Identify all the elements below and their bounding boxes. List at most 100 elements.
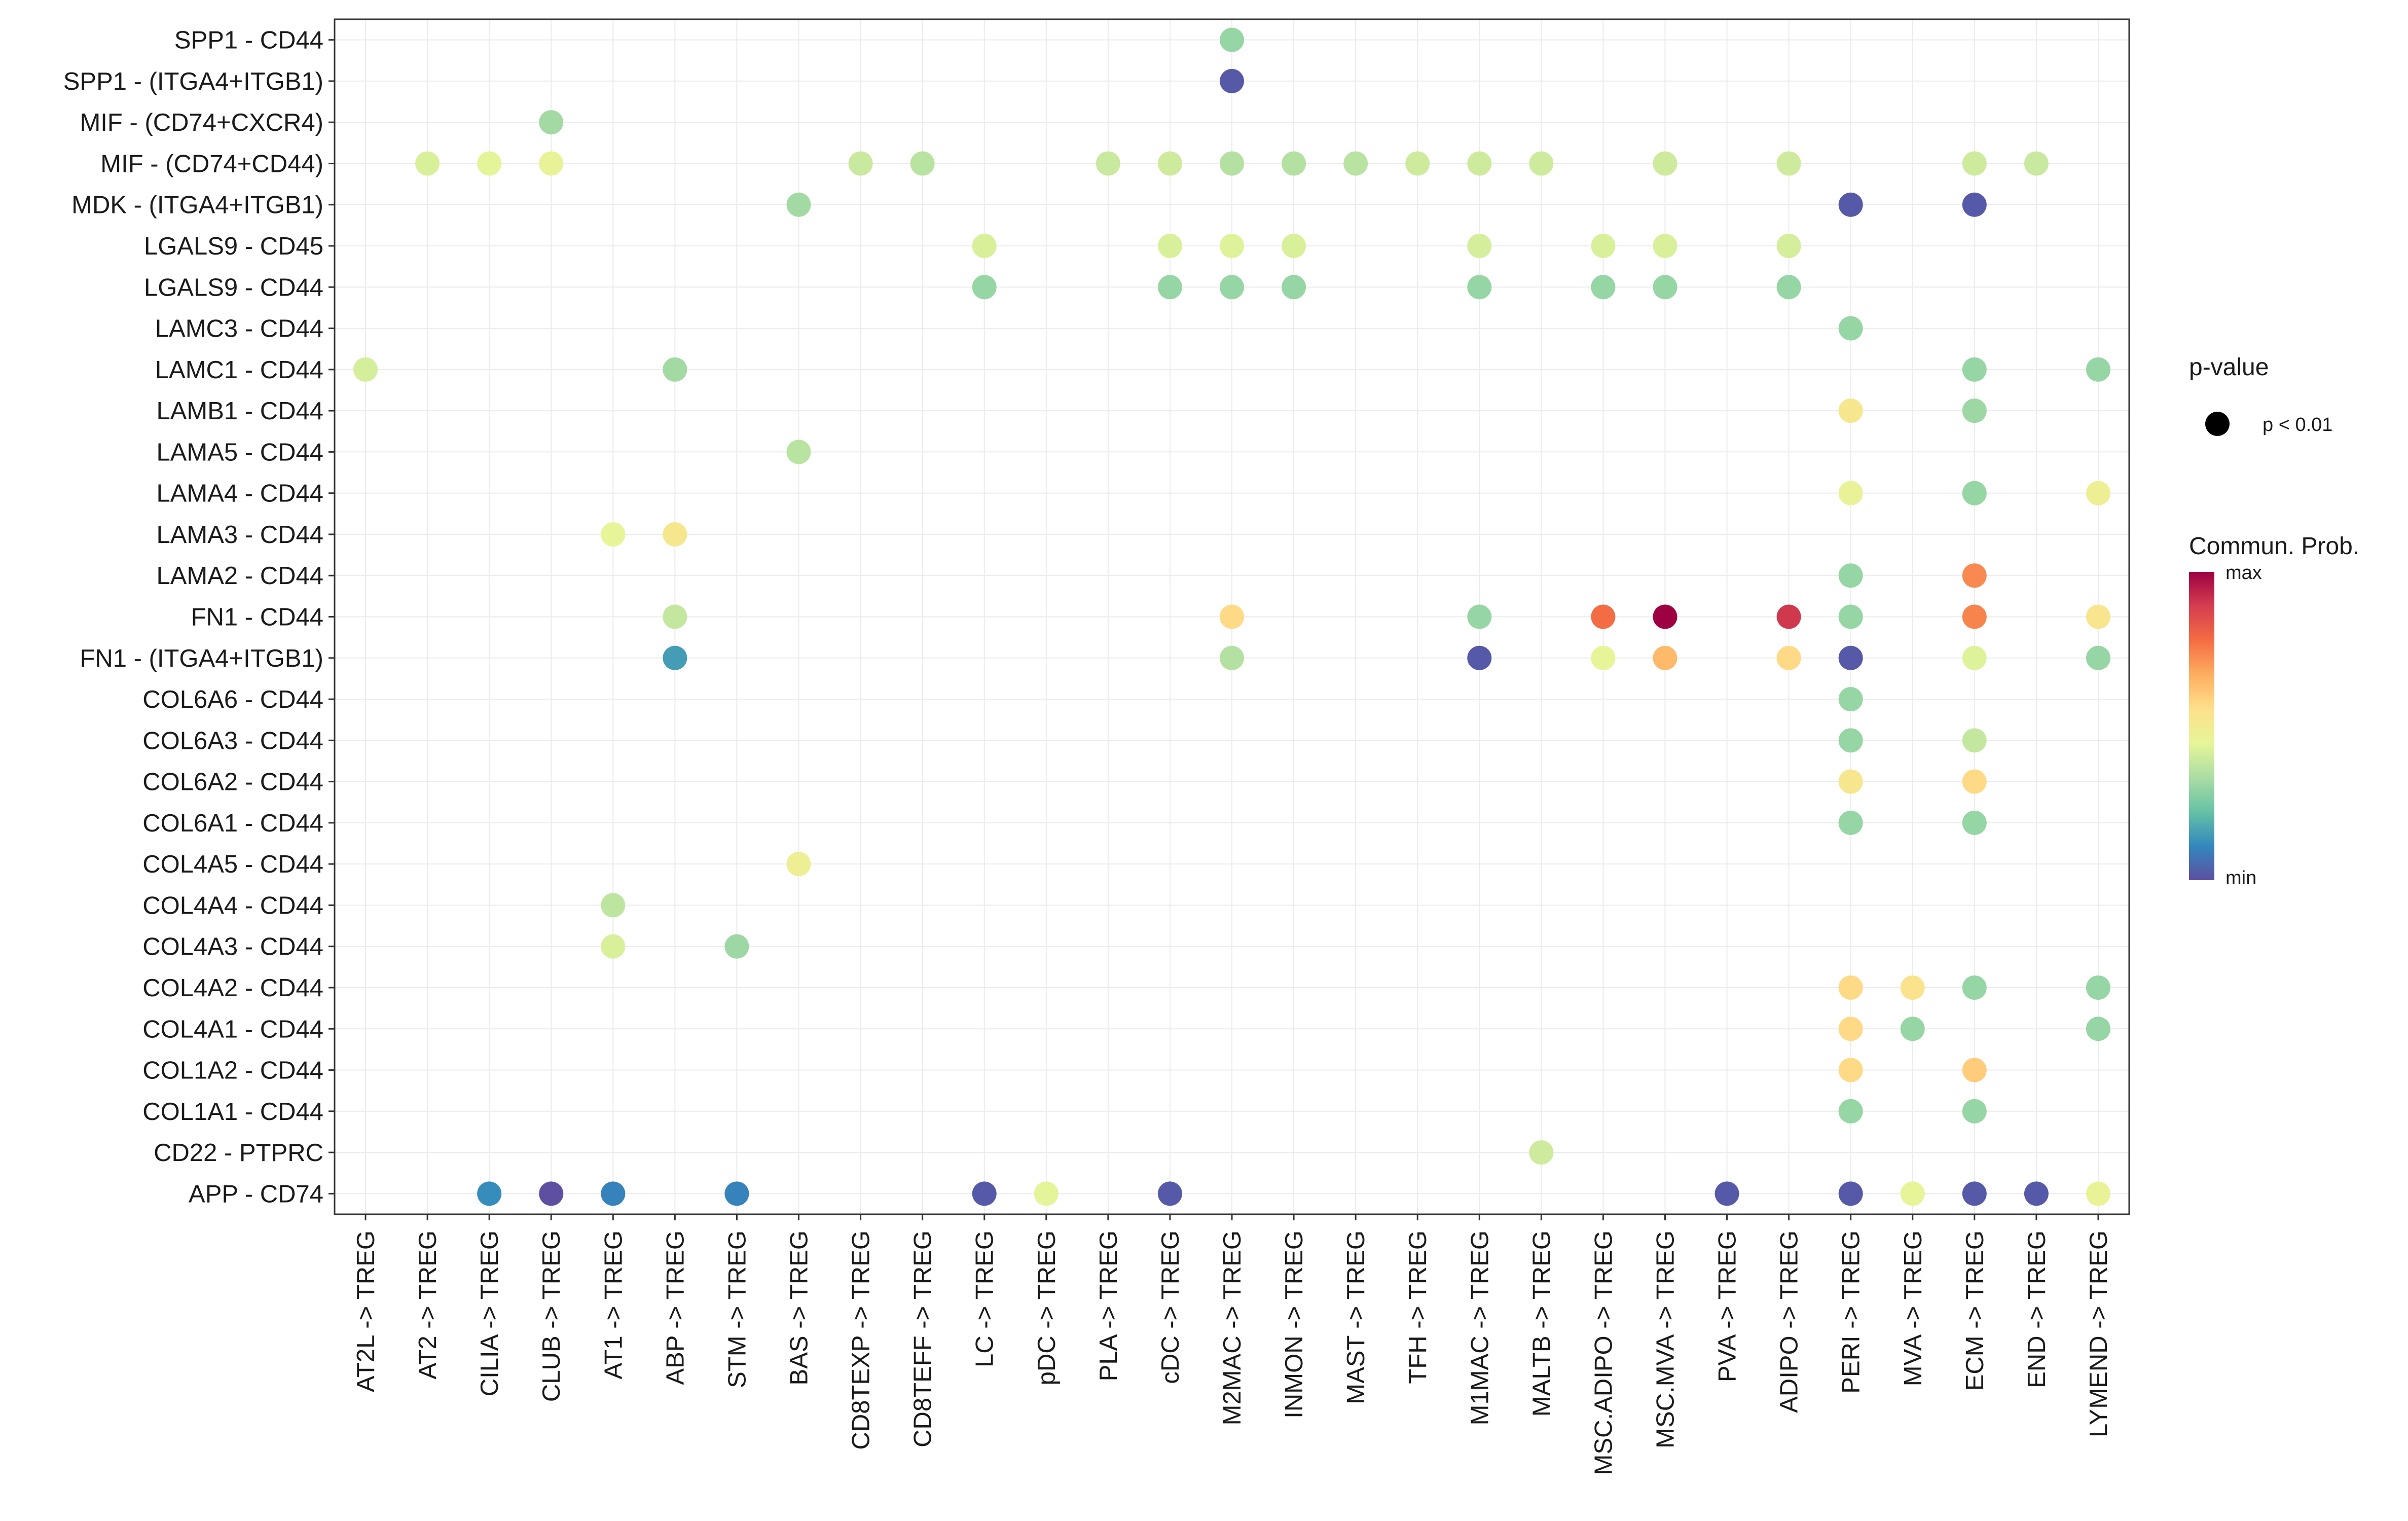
data-point <box>1776 275 1801 300</box>
data-point <box>477 1181 502 1206</box>
data-point <box>353 357 378 382</box>
data-point <box>1900 1181 1925 1206</box>
data-point <box>1962 192 1987 217</box>
x-tick-label: cDC -> TREG <box>1157 1230 1184 1384</box>
y-tick-label: LAMA5 - CD44 <box>156 439 323 466</box>
y-tick-label: COL1A1 - CD44 <box>142 1098 323 1126</box>
data-point <box>1591 645 1616 670</box>
data-point <box>1962 769 1987 794</box>
data-point <box>663 645 687 670</box>
data-point <box>601 934 626 959</box>
y-tick-label: COL4A3 - CD44 <box>142 933 323 961</box>
data-point <box>786 192 811 217</box>
data-point <box>1282 275 1306 300</box>
data-point <box>972 234 997 259</box>
x-tick-label: M2MAC -> TREG <box>1219 1230 1246 1425</box>
data-point <box>2086 604 2110 629</box>
data-point <box>1962 1181 1987 1206</box>
data-point <box>1405 151 1430 176</box>
y-tick-label: LAMC1 - CD44 <box>155 356 323 384</box>
data-point <box>1467 645 1492 670</box>
data-point <box>1962 151 1987 176</box>
x-tick-label: ECM -> TREG <box>1961 1230 1989 1391</box>
x-tick-label: MALTB -> TREG <box>1528 1230 1555 1417</box>
data-point <box>1343 151 1368 176</box>
data-point <box>1467 604 1492 629</box>
data-point <box>1220 645 1244 670</box>
data-point <box>1900 975 1925 1000</box>
y-tick-label: LAMA2 - CD44 <box>156 562 323 590</box>
colorbar-min-label: min <box>2225 867 2256 889</box>
x-tick-label: ABP -> TREG <box>662 1230 689 1385</box>
data-point <box>1838 604 1863 629</box>
data-point <box>539 110 564 135</box>
colorbar-max-label: max <box>2225 562 2262 584</box>
x-tick-label: LC -> TREG <box>971 1230 999 1367</box>
x-tick-label: MAST -> TREG <box>1342 1230 1370 1404</box>
y-axis-ticks: SPP1 - CD44 SPP1 - (ITGA4+ITGB1) MIF - (CD… <box>63 27 335 1208</box>
data-point <box>1220 604 1244 629</box>
data-point <box>2086 645 2110 670</box>
x-tick-label: CLUB -> TREG <box>538 1230 565 1402</box>
data-point <box>601 1181 626 1206</box>
data-points <box>353 27 2110 1206</box>
x-tick-label: MVA -> TREG <box>1900 1230 1927 1386</box>
x-tick-label: CD8TEXP -> TREG <box>848 1230 875 1450</box>
data-point <box>539 1181 564 1206</box>
x-tick-label: STM -> TREG <box>723 1230 751 1388</box>
data-point <box>1838 1058 1863 1082</box>
data-point <box>1467 151 1492 176</box>
data-point <box>2086 975 2110 1000</box>
data-point <box>1776 604 1801 629</box>
data-point <box>1096 151 1120 176</box>
data-point <box>1838 481 1863 505</box>
y-tick-label: SPP1 - (ITGA4+ITGB1) <box>63 68 323 95</box>
y-tick-label: COL4A5 - CD44 <box>142 851 323 878</box>
x-axis-ticks: AT2L -> TREG AT2 -> TREG CILIA -> TREG CLUB… <box>352 1214 2112 1475</box>
grid-lines <box>335 19 2129 1214</box>
y-tick-label: LAMA3 - CD44 <box>156 521 323 549</box>
data-point <box>2086 357 2110 382</box>
data-point <box>415 151 440 176</box>
data-point <box>2086 481 2110 505</box>
data-point <box>1653 151 1677 176</box>
y-tick-label: SPP1 - CD44 <box>174 27 323 54</box>
pvalue-legend-label: p < 0.01 <box>2263 414 2332 436</box>
data-point <box>1157 234 1182 259</box>
data-point <box>1220 151 1244 176</box>
x-tick-label: MSC.MVA -> TREG <box>1652 1230 1679 1448</box>
data-point <box>663 522 687 547</box>
data-point <box>724 1181 749 1206</box>
y-tick-label: LAMC3 - CD44 <box>155 315 323 343</box>
data-point <box>1838 728 1863 753</box>
data-point <box>1838 563 1863 588</box>
data-point <box>1220 27 1244 52</box>
x-tick-label: INMON -> TREG <box>1281 1230 1308 1419</box>
y-tick-label: COL4A1 - CD44 <box>142 1016 323 1043</box>
y-tick-label: COL6A2 - CD44 <box>142 769 323 796</box>
x-tick-label: M1MAC -> TREG <box>1466 1230 1493 1425</box>
data-point <box>1529 1140 1554 1165</box>
data-point <box>910 151 935 176</box>
data-point <box>1838 769 1863 794</box>
data-point <box>2086 1181 2110 1206</box>
y-tick-label: FN1 - (ITGA4+ITGB1) <box>80 645 323 672</box>
data-point <box>1220 234 1244 259</box>
data-point <box>1653 275 1677 300</box>
data-point <box>2086 1017 2110 1041</box>
data-point <box>1838 1017 1863 1041</box>
data-point <box>1838 316 1863 341</box>
x-tick-label: AT2L -> TREG <box>352 1230 380 1392</box>
y-tick-label: LAMB1 - CD44 <box>156 397 323 425</box>
x-tick-label: pDC -> TREG <box>1033 1230 1061 1385</box>
data-point <box>786 852 811 877</box>
x-tick-label: PERI -> TREG <box>1838 1230 1865 1394</box>
data-point <box>1157 1181 1182 1206</box>
data-point <box>848 151 873 176</box>
data-point <box>1838 645 1863 670</box>
colorbar <box>2189 572 2214 880</box>
y-tick-label: CD22 - PTPRC <box>154 1139 323 1167</box>
x-tick-label: AT1 -> TREG <box>600 1230 627 1380</box>
x-tick-label: PVA -> TREG <box>1714 1230 1741 1382</box>
